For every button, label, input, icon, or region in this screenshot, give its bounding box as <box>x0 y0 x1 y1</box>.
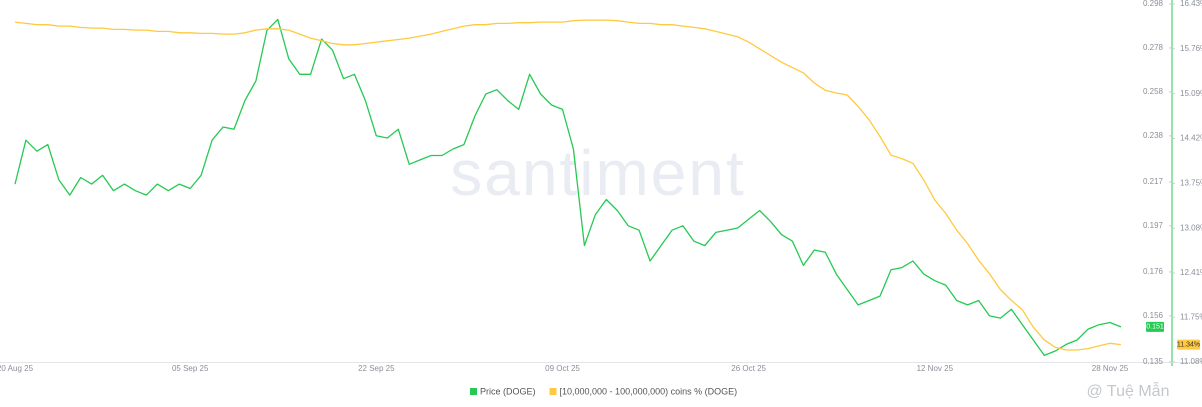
current-value-box <box>1177 339 1200 350</box>
current-value-box <box>1146 321 1164 332</box>
y2-tick-label: 15.09% <box>1180 89 1202 98</box>
x-tick-label: 28 Nov 25 <box>1092 364 1129 373</box>
y2-tick-label: 13.75% <box>1180 178 1202 187</box>
y2-tick-label: 15.76% <box>1180 44 1202 53</box>
y-tick-label: 0.156 <box>1143 311 1164 320</box>
y-tick-label: 0.176 <box>1143 267 1164 276</box>
x-tick-label: 12 Nov 25 <box>917 364 954 373</box>
y-tick-label: 0.217 <box>1143 177 1164 186</box>
series-line <box>14 19 1121 351</box>
y-tick-label: 0.258 <box>1143 87 1164 96</box>
legend-swatch <box>549 388 557 395</box>
y-tick-label: 0.298 <box>1143 0 1164 8</box>
legend-label: Price (DOGE) <box>480 386 536 396</box>
series-line <box>14 18 1122 357</box>
y2-tick-label: 12.41% <box>1180 268 1202 277</box>
watermark: santiment <box>450 137 745 209</box>
y-tick-label: 0.135 <box>1143 357 1164 366</box>
x-tick-label: 22 Sep 25 <box>358 364 395 373</box>
x-tick-label: 05 Sep 25 <box>172 364 209 373</box>
credit: @ Tuệ Mẫn <box>1087 381 1170 400</box>
y2-tick-label: 11.08% <box>1180 357 1202 366</box>
current-value-label: 0.151 <box>1146 324 1164 331</box>
x-tick-label: 26 Oct 25 <box>731 364 766 373</box>
x-tick-label: 20 Aug 25 <box>0 364 34 373</box>
y2-tick-label: 11.75% <box>1180 312 1202 321</box>
y-tick-label: 0.278 <box>1143 43 1164 52</box>
y2-tick-label: 16.43% <box>1180 0 1202 8</box>
y-tick-label: 0.197 <box>1143 221 1164 230</box>
y2-tick-label: 14.42% <box>1180 134 1202 143</box>
y-tick-label: 0.238 <box>1143 131 1164 140</box>
y2-tick-label: 13.08% <box>1180 223 1202 232</box>
current-value-label: 11.34% <box>1177 341 1200 348</box>
legend-label: [10,000,000 - 100,000,000) coins % (DOGE… <box>560 386 738 396</box>
x-tick-label: 09 Oct 25 <box>545 364 580 373</box>
legend-swatch <box>470 388 477 395</box>
